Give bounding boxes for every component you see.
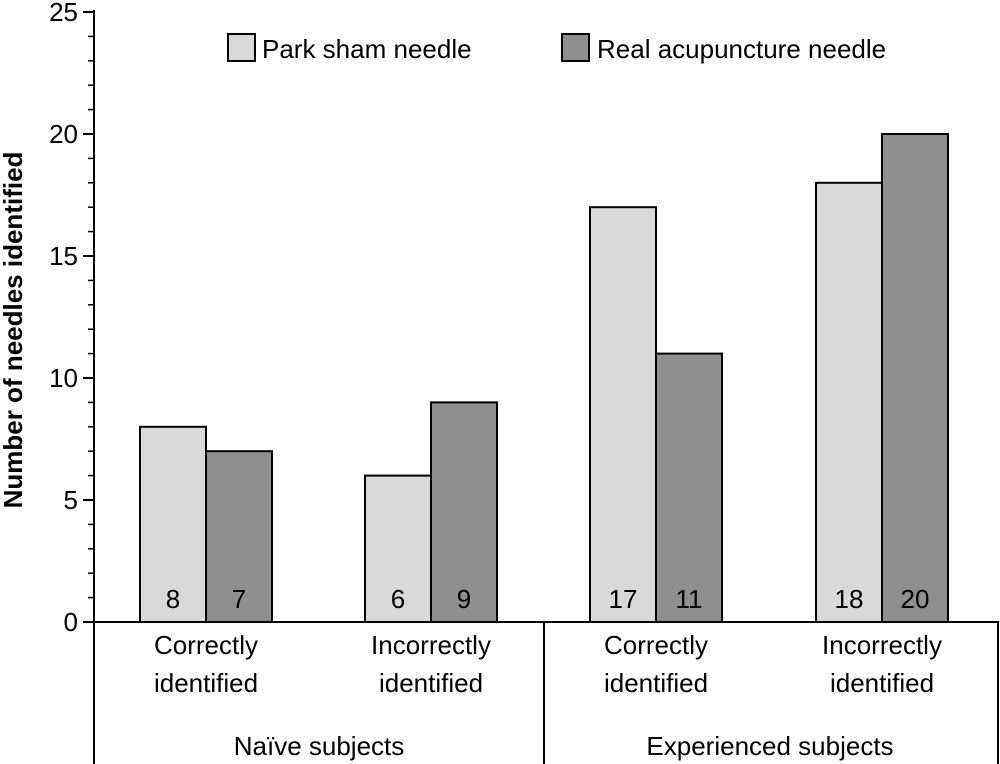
bar — [364, 474, 432, 623]
x-category-label: identified — [604, 668, 708, 698]
x-category-label: Incorrectly — [371, 630, 491, 660]
x-group-label: Experienced subjects — [646, 731, 893, 761]
x-category-label: identified — [154, 668, 258, 698]
legend-swatch — [561, 33, 590, 62]
x-category-label: identified — [379, 668, 483, 698]
legend: Park sham needle Real acupuncture needle — [227, 33, 886, 64]
bar-value-label: 6 — [391, 584, 405, 614]
bar-value-label: 9 — [457, 584, 471, 614]
x-category-label: Correctly — [154, 630, 258, 660]
x-category-label: Correctly — [604, 630, 708, 660]
y-tick-label: 5 — [64, 485, 78, 515]
x-category-label: Incorrectly — [822, 630, 942, 660]
bar — [430, 401, 498, 623]
y-axis-label: Number of needles identified — [0, 152, 28, 509]
bar-value-label: 17 — [609, 584, 638, 614]
axes: 0 5 10 15 20 25 Correctly identified Incorrectly… — [49, 0, 999, 764]
y-tick-label: 25 — [49, 0, 78, 27]
bar-value-label: 7 — [232, 584, 246, 614]
y-tick-label: 0 — [64, 607, 78, 637]
legend-label: Real acupuncture needle — [597, 34, 886, 64]
bar — [815, 181, 883, 624]
bar-value-label: 18 — [835, 584, 864, 614]
bar — [139, 425, 207, 623]
y-tick-label: 15 — [49, 241, 78, 271]
legend-swatch — [227, 33, 256, 62]
y-tick-label: 20 — [49, 119, 78, 149]
bar — [205, 450, 273, 624]
x-category-label: identified — [830, 668, 934, 698]
legend-label: Park sham needle — [262, 34, 472, 64]
bar — [881, 133, 949, 623]
bar — [589, 206, 657, 623]
bar-value-label: 20 — [901, 584, 930, 614]
x-group-label: Naïve subjects — [234, 731, 405, 761]
bar-value-label: 11 — [676, 584, 703, 614]
bar-value-label: 8 — [166, 584, 180, 614]
bar — [655, 352, 723, 623]
y-tick-label: 10 — [49, 363, 78, 393]
bars: 8 6 17 18 7 9 11 20 — [139, 133, 949, 624]
